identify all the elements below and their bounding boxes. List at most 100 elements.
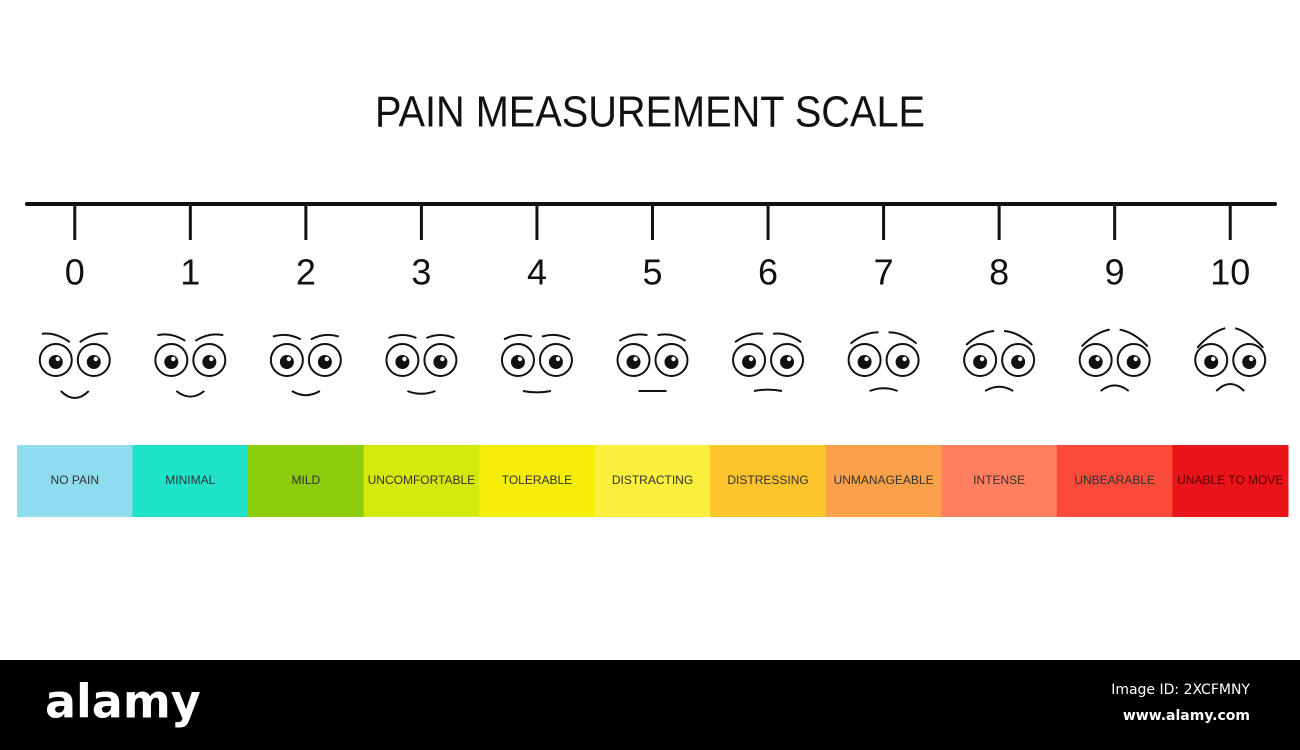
level-label: MILD: [292, 473, 321, 487]
pupil: [202, 355, 217, 369]
eye-shine: [55, 356, 60, 362]
pupil: [626, 355, 641, 369]
level-number: 2: [296, 252, 316, 293]
mouth: [1100, 384, 1130, 392]
face: [500, 333, 573, 394]
pupil: [1204, 355, 1219, 369]
level-number: 1: [180, 252, 200, 293]
brow: [503, 333, 533, 341]
level-label: NO PAIN: [51, 473, 99, 487]
brow: [1080, 328, 1110, 348]
pupil: [895, 355, 910, 369]
mouth: [522, 390, 552, 394]
level-number: 7: [874, 252, 894, 293]
level-label: TOLERABLE: [502, 473, 572, 487]
pupil: [86, 355, 101, 369]
level-number: 5: [642, 252, 662, 293]
level-label: UNMANAGEABLE: [834, 473, 934, 487]
level-band: [17, 445, 134, 517]
face: [1078, 328, 1151, 392]
level-label: INTENSE: [973, 473, 1025, 487]
level-band: [941, 445, 1058, 517]
level-number: 10: [1210, 252, 1250, 293]
level-band: [479, 445, 596, 517]
mouth: [1215, 383, 1245, 392]
pupil: [279, 355, 294, 369]
eye-shine: [671, 356, 676, 362]
pupil: [780, 355, 795, 369]
levels: 0 NO PAIN 1 MINIMAL 2 MILD 3 UNCOMFORTABLE 4 TOLE…: [17, 206, 1289, 517]
level-band: [1056, 445, 1173, 517]
footer-band: [0, 660, 1300, 750]
level-number: 9: [1105, 252, 1125, 293]
face: [847, 331, 920, 392]
pupil: [510, 355, 525, 369]
level-number: 8: [989, 252, 1009, 293]
level-number: 6: [758, 252, 778, 293]
brow: [772, 332, 802, 344]
face: [269, 333, 342, 397]
eye-shine: [1249, 356, 1254, 362]
face: [38, 332, 111, 399]
pupil: [1126, 355, 1141, 369]
eye-shine: [1095, 356, 1100, 362]
pupil: [48, 355, 63, 369]
level-label: UNCOMFORTABLE: [368, 473, 476, 487]
brow: [618, 333, 648, 342]
level-label: UNABLE TO MOVE: [1177, 473, 1283, 487]
brow: [388, 334, 417, 339]
brow: [426, 334, 455, 339]
pupil: [1088, 355, 1103, 369]
mouth: [753, 388, 783, 392]
pupil: [1011, 355, 1026, 369]
url: www.alamy.com: [1123, 708, 1250, 724]
face: [385, 334, 458, 395]
pupil: [973, 355, 988, 369]
eye-shine: [979, 356, 985, 362]
level-band: [248, 445, 365, 517]
image-id: Image ID: 2XCFMNY: [1111, 682, 1250, 698]
brow: [41, 332, 71, 344]
brow: [657, 333, 687, 342]
level-number: 4: [527, 252, 547, 293]
pupil: [548, 355, 563, 369]
face: [154, 333, 227, 398]
mouth: [984, 385, 1014, 392]
eye-shine: [1017, 356, 1023, 362]
mouth: [291, 390, 321, 397]
pupil: [857, 355, 872, 369]
brow: [157, 333, 186, 342]
eye-shine: [324, 356, 330, 362]
mouth: [407, 390, 436, 395]
eye-shine: [402, 356, 407, 362]
pupil: [317, 355, 332, 369]
face: [963, 330, 1036, 392]
eye-shine: [864, 356, 869, 362]
brow: [1119, 328, 1149, 348]
eye-shine: [93, 356, 98, 362]
brow: [1234, 327, 1264, 349]
eye-shine: [517, 356, 523, 362]
mouth: [869, 387, 898, 392]
brow: [272, 333, 302, 341]
brow: [194, 333, 224, 342]
eye-shine: [1211, 356, 1216, 362]
level-number: 0: [65, 252, 85, 293]
face: [732, 332, 805, 392]
eye-shine: [748, 356, 754, 362]
eye-shine: [286, 356, 292, 362]
title: PAIN MEASUREMENT SCALE: [375, 88, 925, 137]
level-band: [825, 445, 942, 517]
eye-shine: [786, 356, 792, 362]
level-label: DISTRACTING: [612, 473, 693, 487]
level-band: [710, 445, 827, 517]
level-band: [594, 445, 711, 517]
brow: [79, 332, 108, 344]
pupil: [664, 355, 679, 369]
face: [1194, 327, 1267, 392]
eye-shine: [633, 356, 638, 362]
mouth: [60, 390, 90, 399]
level-band: [132, 445, 249, 517]
brow: [734, 332, 764, 344]
brow: [1004, 330, 1033, 346]
